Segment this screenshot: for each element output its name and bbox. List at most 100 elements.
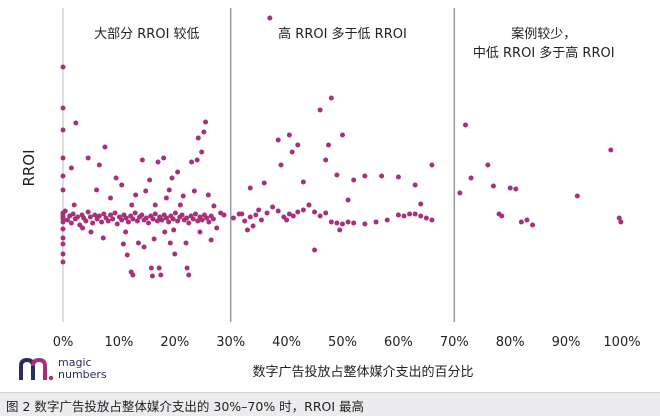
scatter-point bbox=[286, 211, 292, 217]
scatter-point bbox=[513, 186, 519, 192]
scatter-point bbox=[171, 227, 177, 233]
scatter-point bbox=[194, 157, 200, 163]
scatter-point bbox=[60, 259, 66, 265]
scatter-point bbox=[373, 219, 379, 225]
scatter-point bbox=[158, 272, 164, 278]
scatter-point bbox=[429, 162, 435, 168]
scatter-point bbox=[278, 162, 284, 168]
scatter-point bbox=[60, 187, 66, 193]
scatter-point bbox=[60, 241, 66, 247]
region-label: 大部分 RROI 较低 bbox=[94, 27, 199, 42]
scatter-point bbox=[490, 183, 496, 189]
scatter-point bbox=[75, 214, 81, 220]
scatter-point bbox=[85, 209, 91, 215]
scatter-point bbox=[150, 216, 156, 222]
scatter-point bbox=[71, 202, 77, 208]
scatter-point bbox=[362, 221, 368, 227]
scatter-point bbox=[163, 215, 169, 221]
scatter-point bbox=[62, 208, 68, 214]
scatter-point bbox=[608, 147, 614, 153]
scatter-point bbox=[87, 214, 93, 220]
scatter-point bbox=[337, 227, 343, 233]
scatter-point bbox=[152, 211, 158, 217]
scatter-point bbox=[155, 159, 161, 165]
scatter-point bbox=[616, 215, 622, 221]
scatter-point bbox=[151, 236, 157, 242]
scatter-point bbox=[530, 222, 536, 228]
x-tick-label: 20% bbox=[160, 335, 189, 350]
scatter-point bbox=[189, 159, 195, 165]
x-tick-label: 60% bbox=[384, 335, 413, 350]
scatter-point bbox=[214, 225, 220, 231]
scatter-point bbox=[100, 235, 106, 241]
scatter-chart: 大部分 RROI 较低 高 RROI 多于低 RROI 案例较少， 中低 RROI 多… bbox=[20, 8, 641, 380]
scatter-point bbox=[180, 193, 186, 199]
scatter-point bbox=[184, 215, 190, 221]
scatter-point bbox=[119, 217, 125, 223]
scatter-point bbox=[166, 187, 172, 193]
scatter-point bbox=[334, 172, 340, 178]
scatter-point bbox=[256, 207, 262, 213]
scatter-point bbox=[68, 220, 74, 226]
scatter-point bbox=[345, 219, 351, 225]
x-tick-label: 40% bbox=[272, 335, 301, 350]
scatter-point bbox=[401, 213, 407, 219]
scatter-point bbox=[83, 218, 89, 224]
scatter-point bbox=[418, 201, 424, 207]
scatter-point bbox=[328, 219, 334, 225]
scatter-point bbox=[90, 220, 96, 226]
scatter-point bbox=[175, 218, 181, 224]
scatter-point bbox=[99, 219, 105, 225]
scatter-point bbox=[96, 213, 102, 219]
scatter-point bbox=[132, 210, 138, 216]
scatter-point bbox=[190, 216, 196, 222]
scatter-point bbox=[120, 241, 126, 247]
scatter-point bbox=[60, 155, 66, 161]
scatter-point bbox=[60, 219, 66, 225]
scatter-point bbox=[154, 218, 160, 224]
scatter-point bbox=[123, 229, 129, 235]
scatter-point bbox=[186, 220, 192, 226]
scatter-point bbox=[113, 175, 119, 181]
scatter-point bbox=[518, 219, 524, 225]
scatter-point bbox=[261, 180, 267, 186]
scatter-point bbox=[192, 211, 198, 217]
scatter-point bbox=[135, 240, 141, 246]
scatter-point bbox=[186, 272, 192, 278]
logo-mark-icon bbox=[19, 357, 54, 381]
scatter-point bbox=[152, 202, 158, 208]
scatter-point bbox=[306, 202, 312, 208]
scatter-point bbox=[206, 219, 212, 225]
scatter-point bbox=[323, 157, 329, 163]
scatter-point bbox=[163, 195, 169, 201]
scatter-point bbox=[195, 135, 201, 141]
scatter-point bbox=[105, 218, 111, 224]
scatter-point bbox=[264, 210, 270, 216]
scatter-point bbox=[139, 212, 145, 218]
scatter-point bbox=[129, 202, 135, 208]
scatter-point bbox=[412, 211, 418, 217]
scatter-point bbox=[208, 237, 214, 243]
scatter-point bbox=[85, 155, 91, 161]
figure-caption: 图 2 数字广告投放占整体媒介支出的 30%–70% 时，RROI 最高 bbox=[6, 399, 365, 414]
scatter-point bbox=[284, 217, 290, 223]
scatter-point bbox=[149, 273, 155, 279]
scatter-point bbox=[239, 211, 245, 217]
scatter-point bbox=[289, 149, 295, 155]
region-label: 高 RROI 多于低 RROI bbox=[278, 26, 407, 42]
scatter-point bbox=[258, 217, 264, 223]
scatter-point bbox=[60, 235, 66, 241]
scatter-point bbox=[351, 177, 357, 183]
scatter-point bbox=[247, 185, 253, 191]
scatter-point bbox=[125, 219, 131, 225]
scatter-point bbox=[175, 169, 181, 175]
scatter-point bbox=[156, 265, 162, 271]
scatter-point bbox=[362, 173, 368, 179]
scatter-point bbox=[423, 215, 429, 221]
y-axis-label: RROI bbox=[20, 149, 38, 186]
x-tick-label: 100% bbox=[603, 335, 640, 350]
scatter-point bbox=[418, 213, 424, 219]
scatter-point bbox=[172, 251, 178, 257]
scatter-point bbox=[146, 220, 152, 226]
scatter-point bbox=[96, 162, 102, 168]
